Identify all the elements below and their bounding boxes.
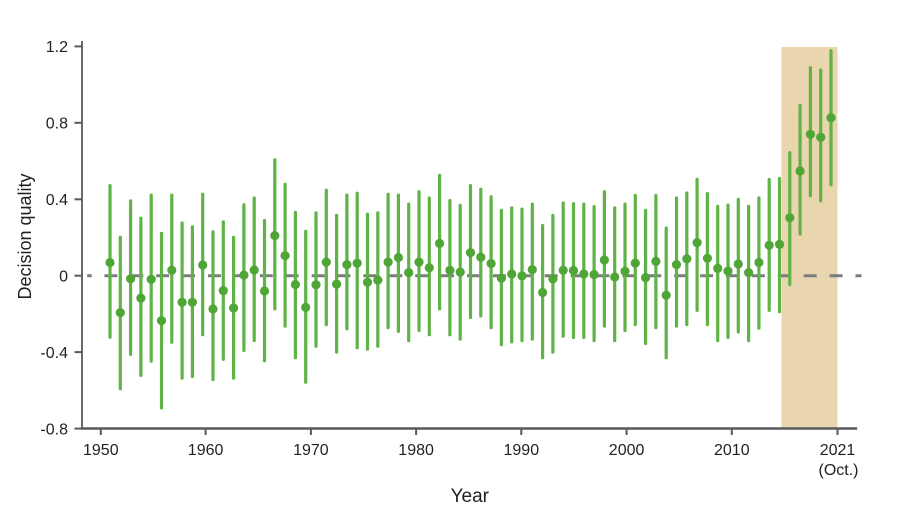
svg-text:2000: 2000 <box>609 442 645 459</box>
svg-text:1950: 1950 <box>83 442 119 459</box>
svg-text:1.2: 1.2 <box>46 39 68 56</box>
svg-text:0: 0 <box>59 269 68 286</box>
svg-text:2010: 2010 <box>714 442 750 459</box>
svg-text:-0.4: -0.4 <box>40 345 68 362</box>
svg-text:1970: 1970 <box>293 442 329 459</box>
svg-text:1980: 1980 <box>398 442 434 459</box>
svg-text:1960: 1960 <box>188 442 224 459</box>
svg-text:0.4: 0.4 <box>46 192 68 209</box>
svg-text:Year: Year <box>451 486 490 507</box>
svg-text:-0.8: -0.8 <box>40 421 68 438</box>
svg-text:(Oct.): (Oct.) <box>819 462 859 479</box>
svg-text:Decision quality: Decision quality <box>15 173 35 299</box>
svg-text:2021: 2021 <box>820 442 856 459</box>
svg-text:0.8: 0.8 <box>46 116 68 133</box>
svg-text:1990: 1990 <box>504 442 540 459</box>
